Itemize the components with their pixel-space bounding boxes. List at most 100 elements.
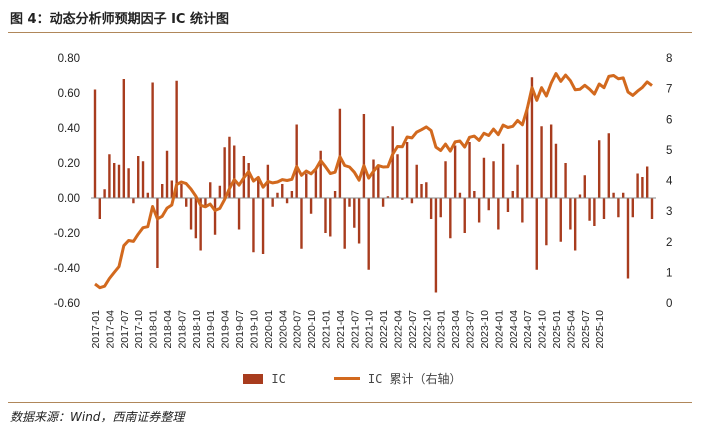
ic-bar: [449, 198, 452, 239]
ic-bar: [175, 80, 178, 198]
ic-bar: [415, 164, 418, 198]
left-tick-label: 0.60: [58, 88, 80, 100]
ic-bar: [588, 198, 591, 221]
ic-bar: [458, 192, 462, 198]
legend-label-ic: IC: [271, 371, 286, 386]
left-tick-label: -0.60: [54, 298, 80, 310]
x-tick-label: 2017-01: [90, 310, 102, 349]
legend-label-ic-cumulative: IC 累计（右轴）: [367, 372, 462, 386]
x-tick-label: 2023-04: [450, 310, 462, 349]
ic-bar: [285, 198, 289, 204]
ic-bar: [410, 198, 414, 204]
left-axis-ticks: 0.80 0.60 0.40 0.20 0.00 -0.20 -0.40 -0.60: [54, 53, 80, 310]
ic-bar: [521, 198, 524, 223]
x-tick-label: 2025-01: [551, 310, 563, 349]
ic-bar: [516, 164, 519, 198]
x-tick-label: 2019-04: [220, 310, 232, 349]
figure-title: 图 4：动态分析师预期因子 IC 统计图: [10, 12, 230, 27]
ic-bar: [650, 198, 654, 219]
ic-bar: [218, 185, 222, 198]
ic-bar: [324, 198, 327, 233]
ic-bar: [506, 198, 510, 212]
ic-bar: [593, 198, 596, 226]
ic-bar: [477, 198, 481, 223]
left-tick-label: 0.20: [58, 158, 80, 170]
ic-bar: [132, 198, 135, 204]
ic-bar: [501, 143, 505, 198]
ic-bar: [573, 198, 577, 251]
ic-bar: [290, 191, 294, 198]
ic-bar: [151, 82, 154, 198]
bottom-rule: [8, 402, 692, 403]
ic-bar: [156, 198, 159, 268]
x-tick-label: 2022-01: [378, 310, 390, 349]
ic-bar: [127, 168, 130, 198]
ic-bar: [271, 198, 274, 207]
ic-bar: [113, 163, 116, 198]
ic-bar: [482, 157, 486, 198]
x-tick-label: 2021-07: [349, 310, 361, 349]
right-tick-label: 3: [666, 206, 672, 218]
ic-bar: [372, 159, 375, 198]
ic-bar: [93, 89, 97, 198]
right-tick-label: 8: [666, 53, 672, 65]
ic-bar: [444, 161, 447, 198]
ic-bar: [420, 184, 423, 198]
ic-bar: [319, 150, 322, 198]
ic-bar: [564, 163, 567, 198]
x-tick-label: 2025-10: [594, 310, 606, 349]
legend-swatch-bar: [243, 373, 264, 384]
ic-bar: [473, 191, 476, 198]
right-tick-label: 0: [666, 298, 672, 310]
ic-bar: [343, 198, 346, 249]
legend-item-ic-cumulative: IC 累计（右轴）: [333, 370, 462, 387]
ic-bar: [530, 77, 534, 198]
right-tick-label: 7: [666, 84, 672, 96]
ic-bar: [468, 142, 471, 198]
x-tick-label: 2024-07: [522, 310, 534, 349]
ic-bar: [636, 173, 639, 198]
ic-bar: [333, 191, 337, 198]
ic-bar: [137, 156, 140, 198]
x-tick-label: 2018-07: [176, 310, 188, 349]
x-tick-label: 2017-07: [119, 310, 131, 349]
right-tick-label: 6: [666, 114, 672, 126]
x-tick-label: 2019-10: [248, 310, 260, 349]
right-tick-label: 5: [666, 145, 672, 157]
ic-bar: [602, 198, 606, 219]
x-tick-label: 2021-10: [364, 310, 376, 349]
ic-bar: [194, 198, 198, 239]
ic-bar: [161, 184, 164, 198]
ic-bar: [257, 177, 260, 198]
ic-bar: [492, 161, 495, 198]
ic-bar: [511, 191, 514, 198]
ic-bar: [180, 184, 183, 198]
ic-bar: [434, 198, 438, 293]
x-tick-label: 2023-10: [479, 310, 491, 349]
ic-bar: [583, 175, 586, 198]
ic-bar: [353, 198, 356, 228]
x-tick-label: 2019-01: [205, 310, 217, 349]
x-tick-label: 2018-10: [191, 310, 203, 349]
ic-bar: [612, 192, 615, 198]
ic-bar: [405, 142, 409, 198]
x-tick-label: 2021-01: [320, 310, 332, 349]
right-tick-label: 2: [666, 237, 672, 249]
ic-bar: [396, 154, 399, 198]
x-tick-label: 2025-07: [580, 310, 592, 349]
right-axis-ticks: 8 7 6 5 4 3 2 1 0: [666, 53, 673, 310]
ic-bar: [233, 145, 236, 198]
x-tick-label: 2020-04: [277, 310, 289, 349]
x-tick-label: 2022-04: [393, 310, 405, 349]
ic-bar: [295, 124, 298, 198]
ic-bar: [141, 161, 145, 198]
ic-bar: [122, 79, 126, 198]
ic-bar: [497, 198, 500, 230]
ic-bar: [204, 198, 207, 207]
ic-bar: [338, 108, 342, 198]
ic-bar: [261, 198, 265, 254]
ic-bar: [554, 143, 558, 198]
left-tick-label: 0.40: [58, 123, 80, 135]
ic-bar: [367, 198, 370, 270]
legend: IC IC 累计（右轴）: [0, 370, 705, 387]
